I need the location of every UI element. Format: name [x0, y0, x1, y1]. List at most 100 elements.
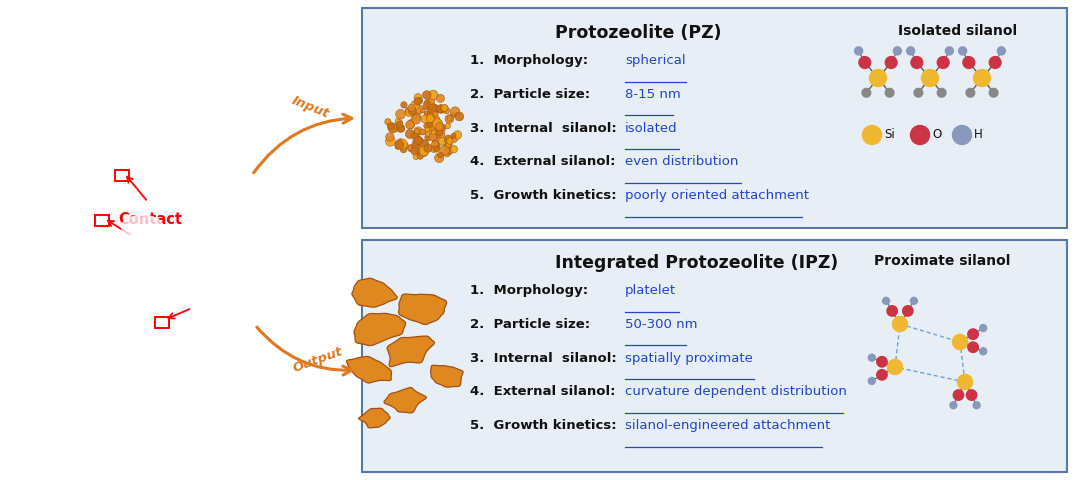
- Point: [417, 115, 434, 123]
- Circle shape: [868, 354, 875, 361]
- Ellipse shape: [235, 241, 306, 307]
- Circle shape: [958, 374, 972, 390]
- Point: [423, 123, 441, 131]
- Ellipse shape: [147, 105, 170, 119]
- Point: [422, 113, 440, 120]
- Text: spatially proximate: spatially proximate: [625, 351, 753, 365]
- Circle shape: [989, 57, 1001, 68]
- Ellipse shape: [0, 231, 81, 311]
- Ellipse shape: [79, 142, 95, 157]
- Ellipse shape: [153, 111, 188, 143]
- Ellipse shape: [241, 246, 300, 301]
- Ellipse shape: [135, 94, 205, 159]
- Ellipse shape: [0, 226, 89, 318]
- Ellipse shape: [76, 138, 98, 160]
- Point: [424, 107, 442, 114]
- Ellipse shape: [0, 228, 84, 314]
- Ellipse shape: [64, 127, 110, 171]
- Ellipse shape: [138, 229, 193, 272]
- Ellipse shape: [23, 258, 51, 284]
- Ellipse shape: [12, 248, 36, 263]
- Ellipse shape: [232, 238, 310, 311]
- Ellipse shape: [164, 334, 197, 364]
- Point: [392, 125, 409, 132]
- Point: [423, 97, 441, 105]
- Circle shape: [892, 316, 907, 332]
- Ellipse shape: [251, 256, 289, 291]
- Ellipse shape: [262, 266, 281, 283]
- Point: [440, 135, 457, 143]
- Ellipse shape: [147, 105, 193, 148]
- Point: [410, 106, 428, 113]
- Point: [431, 154, 448, 162]
- Ellipse shape: [141, 100, 199, 153]
- Ellipse shape: [165, 335, 195, 363]
- Point: [427, 122, 444, 130]
- Ellipse shape: [19, 256, 53, 286]
- Ellipse shape: [163, 333, 198, 365]
- Ellipse shape: [244, 249, 296, 298]
- Ellipse shape: [151, 109, 189, 144]
- Point: [445, 145, 462, 153]
- Circle shape: [882, 297, 890, 304]
- Ellipse shape: [58, 122, 117, 177]
- Circle shape: [869, 70, 887, 86]
- Point: [407, 141, 424, 149]
- Ellipse shape: [133, 92, 207, 161]
- Point: [402, 121, 419, 129]
- Circle shape: [921, 70, 939, 86]
- Ellipse shape: [173, 342, 190, 357]
- Ellipse shape: [156, 325, 206, 373]
- Point: [421, 102, 438, 109]
- Ellipse shape: [172, 341, 190, 358]
- Ellipse shape: [69, 133, 104, 165]
- Text: 50-300 nm: 50-300 nm: [625, 318, 698, 331]
- Ellipse shape: [59, 123, 116, 176]
- Circle shape: [950, 402, 957, 408]
- Ellipse shape: [175, 344, 188, 356]
- Ellipse shape: [87, 189, 244, 312]
- Point: [426, 128, 443, 136]
- Circle shape: [910, 57, 922, 68]
- Ellipse shape: [73, 136, 100, 162]
- Ellipse shape: [249, 255, 291, 292]
- Ellipse shape: [18, 255, 54, 287]
- Ellipse shape: [125, 219, 204, 280]
- Point: [438, 140, 456, 148]
- Circle shape: [989, 88, 998, 97]
- Ellipse shape: [253, 258, 287, 290]
- Text: Protozeolite (PZ): Protozeolite (PZ): [555, 24, 721, 42]
- Circle shape: [888, 360, 903, 374]
- Ellipse shape: [76, 180, 260, 324]
- Point: [381, 133, 399, 141]
- Ellipse shape: [160, 329, 202, 369]
- Ellipse shape: [75, 138, 99, 161]
- Point: [441, 115, 458, 123]
- Text: poorly oriented attachment: poorly oriented attachment: [625, 189, 809, 202]
- Ellipse shape: [13, 250, 59, 291]
- Circle shape: [968, 329, 978, 339]
- Ellipse shape: [159, 329, 203, 369]
- Ellipse shape: [63, 126, 111, 172]
- Point: [391, 119, 408, 126]
- Point: [444, 111, 461, 119]
- Ellipse shape: [140, 99, 200, 154]
- Ellipse shape: [249, 254, 292, 293]
- Ellipse shape: [70, 133, 103, 164]
- Point: [432, 121, 449, 129]
- Point: [408, 127, 426, 135]
- Ellipse shape: [119, 214, 210, 285]
- Ellipse shape: [73, 137, 99, 161]
- Text: spherical: spherical: [625, 54, 686, 67]
- Ellipse shape: [65, 129, 108, 169]
- Ellipse shape: [247, 252, 293, 295]
- Text: 4.  External silanol:: 4. External silanol:: [470, 156, 616, 168]
- Ellipse shape: [160, 330, 201, 368]
- Point: [389, 117, 406, 125]
- Ellipse shape: [0, 236, 75, 306]
- Circle shape: [954, 390, 963, 400]
- Ellipse shape: [72, 135, 86, 144]
- Point: [401, 109, 418, 117]
- Ellipse shape: [82, 145, 93, 155]
- Point: [435, 124, 453, 132]
